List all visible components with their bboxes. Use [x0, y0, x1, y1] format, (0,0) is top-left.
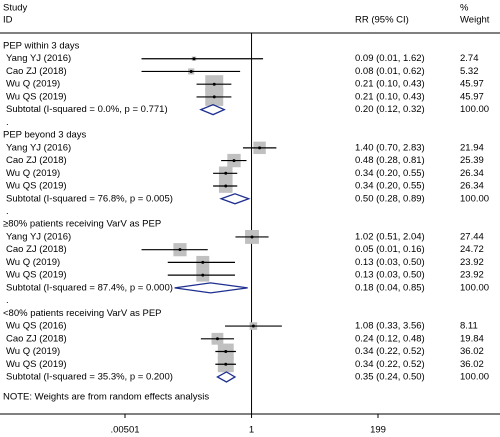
effect-label: 0.13 (0.03, 0.50) — [355, 270, 425, 281]
header-study: Study — [3, 3, 28, 14]
weight-label: 100.00 — [460, 282, 489, 293]
subtotal-diamond — [216, 371, 237, 383]
point-estimate — [224, 184, 228, 188]
separator: . — [6, 206, 9, 217]
weight-label: 26.34 — [460, 181, 484, 192]
weight-label: 27.44 — [460, 231, 484, 242]
point-estimate — [232, 159, 236, 163]
weight-label: 100.00 — [460, 104, 489, 115]
group-header: PEP within 3 days — [3, 41, 80, 52]
effect-label: 0.50 (0.28, 0.89) — [355, 193, 425, 204]
point-estimate — [201, 273, 205, 277]
study-id: Wu QS (2016) — [6, 321, 67, 332]
effect-label: 0.24 (0.12, 0.48) — [355, 333, 425, 344]
effect-label: 0.13 (0.03, 0.50) — [355, 257, 425, 268]
point-estimate — [192, 57, 196, 61]
header-effect: RR (95% CI) — [355, 15, 409, 26]
point-estimate — [258, 146, 262, 150]
weight-label: 8.11 — [460, 321, 478, 332]
weight-label: 5.32 — [460, 66, 479, 77]
effect-label: 1.40 (0.70, 2.83) — [355, 142, 425, 153]
effect-label: 0.20 (0.12, 0.32) — [355, 104, 425, 115]
header-pct: % — [460, 3, 469, 14]
subtotal-label: Subtotal (I-squared = 87.4%, p = 0.000) — [6, 282, 173, 293]
point-estimate — [215, 337, 219, 341]
study-id: Wu QS (2019) — [6, 181, 67, 192]
effect-label: 0.34 (0.22, 0.52) — [355, 359, 425, 370]
point-estimate — [224, 350, 228, 354]
point-estimate — [212, 82, 216, 86]
study-id: Wu QS (2019) — [6, 270, 67, 281]
x-tick-label: 1 — [249, 425, 254, 436]
study-id: Yang YJ (2016) — [6, 53, 71, 64]
study-id: Cao ZJ (2018) — [6, 244, 67, 255]
study-id: Wu Q (2019) — [6, 257, 60, 268]
study-id: Yang YJ (2016) — [6, 142, 71, 153]
point-estimate — [224, 362, 228, 366]
effect-label: 0.21 (0.10, 0.43) — [355, 91, 425, 102]
subtotal-diamond — [199, 103, 226, 116]
header-weight: Weight — [460, 15, 490, 26]
weight-label: 25.39 — [460, 155, 484, 166]
weight-label: 45.97 — [460, 91, 484, 102]
x-tick-label: 199 — [370, 425, 386, 436]
effect-label: 0.08 (0.01, 0.62) — [355, 66, 425, 77]
effect-label: 0.34 (0.22, 0.52) — [355, 346, 425, 357]
study-id: Wu Q (2019) — [6, 346, 60, 357]
weight-label: 24.72 — [460, 244, 484, 255]
subtotal-diamond — [174, 282, 248, 294]
point-estimate — [178, 248, 182, 252]
effect-label: 0.21 (0.10, 0.43) — [355, 79, 425, 90]
weight-label: 23.92 — [460, 257, 484, 268]
study-id: Cao ZJ (2018) — [6, 155, 67, 166]
effect-label: 0.34 (0.20, 0.55) — [355, 168, 425, 179]
effect-label: 1.02 (0.51, 2.04) — [355, 231, 425, 242]
weight-label: 2.74 — [460, 53, 479, 64]
study-id: Cao ZJ (2018) — [6, 66, 67, 77]
header-id: ID — [3, 15, 13, 26]
subtotal-diamond — [219, 193, 251, 205]
weight-label: 100.00 — [460, 193, 489, 204]
point-estimate — [189, 69, 193, 73]
weight-label: 36.02 — [460, 346, 484, 357]
group-header: PEP beyond 3 days — [3, 130, 87, 141]
separator: . — [6, 117, 9, 128]
subtotal-label: Subtotal (I-squared = 0.0%, p = 0.771) — [6, 104, 168, 115]
point-estimate — [251, 324, 255, 328]
weight-label: 100.00 — [460, 371, 489, 382]
study-id: Wu Q (2019) — [6, 168, 60, 179]
weight-label: 45.97 — [460, 79, 484, 90]
study-id: Yang YJ (2016) — [6, 231, 71, 242]
separator: . — [6, 295, 9, 306]
subtotal-label: Subtotal (I-squared = 35.3%, p = 0.200) — [6, 371, 173, 382]
point-estimate — [212, 95, 216, 99]
footnote: NOTE: Weights are from random effects an… — [3, 392, 209, 403]
point-estimate — [201, 260, 205, 264]
study-id: Wu Q (2019) — [6, 79, 60, 90]
study-id: Wu QS (2019) — [6, 91, 67, 102]
effect-label: 0.35 (0.24, 0.50) — [355, 371, 425, 382]
effect-label: 0.34 (0.20, 0.55) — [355, 181, 425, 192]
weight-label: 36.02 — [460, 359, 484, 370]
study-id: Cao ZJ (2018) — [6, 333, 67, 344]
effect-label: 1.08 (0.33, 3.56) — [355, 321, 425, 332]
weight-label: 23.92 — [460, 270, 484, 281]
subtotal-label: Subtotal (I-squared = 76.8%, p = 0.005) — [6, 193, 173, 204]
effect-label: 0.18 (0.04, 0.85) — [355, 282, 425, 293]
point-estimate — [250, 235, 254, 239]
group-header: <80% patients receiving VarV as PEP — [3, 308, 162, 319]
weight-label: 26.34 — [460, 168, 484, 179]
weight-label: 21.94 — [460, 142, 484, 153]
effect-label: 0.48 (0.28, 0.81) — [355, 155, 425, 166]
effect-label: 0.05 (0.01, 0.16) — [355, 244, 425, 255]
x-tick-label: .00501 — [110, 425, 139, 436]
effect-label: 0.09 (0.01, 1.62) — [355, 53, 425, 64]
study-id: Wu QS (2019) — [6, 359, 67, 370]
weight-label: 19.84 — [460, 333, 484, 344]
point-estimate — [224, 171, 228, 175]
group-header: ≥80% patients receiving VarV as PEP — [3, 219, 161, 230]
